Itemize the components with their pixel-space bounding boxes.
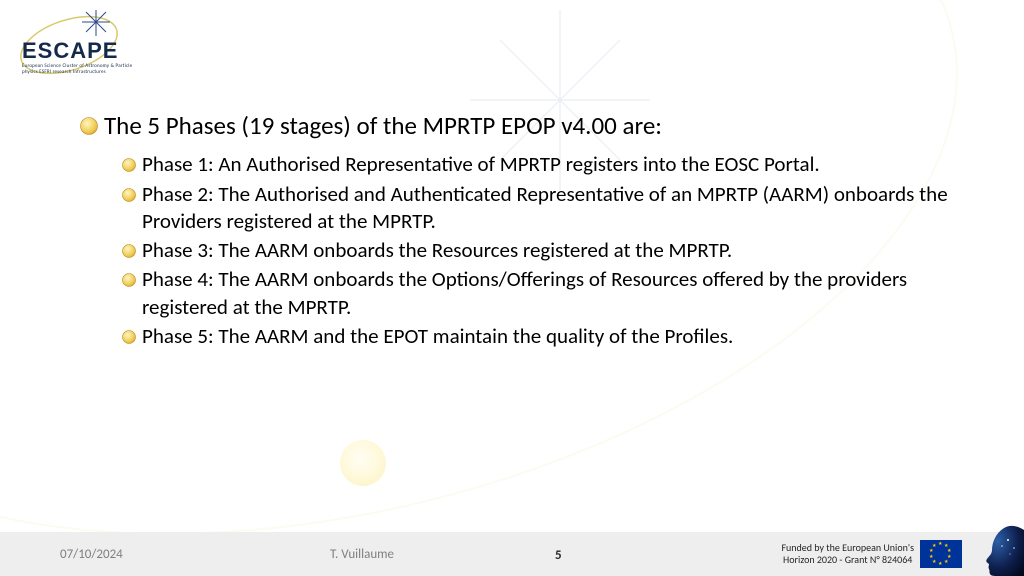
phase-text: Phase 5: The AARM and the EPOT maintain … [142,323,733,350]
content-area: The 5 Phases (19 stages) of the MPRTP EP… [80,110,964,352]
list-item: Phase 5: The AARM and the EPOT maintain … [122,323,964,350]
bullet-icon [122,327,136,347]
footer-author: T. Vuillaume [330,547,394,562]
bullet-icon [80,114,98,136]
bullet-icon [122,155,136,175]
bullet-icon [122,185,136,205]
yellow-circle-deco [340,440,386,486]
list-item: Phase 1: An Authorised Representative of… [122,151,964,178]
list-item: Phase 2: The Authorised and Authenticate… [122,181,964,236]
footer-date: 07/10/2024 [60,547,123,562]
logo-subtitle: European Science Cluster of Astronomy & … [22,64,142,75]
phase-text: Phase 3: The AARM onboards the Resources… [142,237,732,264]
phase-text: Phase 2: The Authorised and Authenticate… [142,181,964,236]
logo-text: ESCAPE [22,38,144,64]
escape-logo: ESCAPE European Science Cluster of Astro… [14,10,144,75]
eu-flag-icon: ★ ★ ★ ★ ★ ★ ★ ★ ★ ★ [920,540,962,568]
list-item: Phase 4: The AARM onboards the Options/O… [122,266,964,321]
footer-page-number: 5 [555,545,562,564]
head-silhouette-icon [964,524,1024,576]
phase-list: Phase 1: An Authorised Representative of… [122,151,964,350]
eu-stars: ★ ★ ★ ★ ★ ★ ★ ★ ★ ★ [930,543,952,565]
page-number: 5 [555,548,562,563]
main-bullet-text: The 5 Phases (19 stages) of the MPRTP EP… [104,110,662,141]
footer-funding: Funded by the European Union's Horizon 2… [781,542,914,566]
list-item: Phase 3: The AARM onboards the Resources… [122,237,964,264]
phase-text: Phase 4: The AARM onboards the Options/O… [142,266,964,321]
main-bullet-line: The 5 Phases (19 stages) of the MPRTP EP… [80,110,964,141]
footer-bar: 07/10/2024 T. Vuillaume 5 Funded by the … [0,532,1024,576]
bullet-icon [122,241,136,261]
bullet-icon [122,270,136,290]
slide: ESCAPE European Science Cluster of Astro… [0,0,1024,576]
phase-text: Phase 1: An Authorised Representative of… [142,151,820,178]
funding-line2: Horizon 2020 - Grant N° 824064 [781,554,914,566]
